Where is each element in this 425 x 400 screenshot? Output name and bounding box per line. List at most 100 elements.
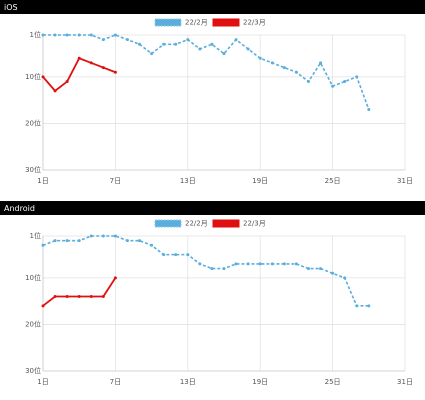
- data-point: [210, 42, 214, 46]
- data-point: [210, 267, 214, 271]
- data-point: [306, 80, 310, 84]
- data-point: [125, 38, 129, 42]
- data-point: [162, 42, 166, 46]
- data-point: [174, 253, 178, 257]
- data-point: [343, 80, 347, 84]
- data-point: [150, 52, 154, 56]
- legend-label: 22/2月: [185, 220, 208, 228]
- data-point: [65, 295, 69, 299]
- data-point: [222, 52, 226, 56]
- data-point: [258, 262, 262, 266]
- y-tick-label: 1位: [30, 231, 41, 240]
- data-point: [270, 262, 274, 266]
- data-point: [355, 75, 359, 79]
- data-point: [101, 38, 105, 42]
- data-point: [41, 304, 45, 308]
- y-tick-label: 30位: [25, 165, 41, 174]
- data-point: [234, 262, 238, 266]
- data-point: [65, 80, 69, 84]
- chart-title: iOS: [4, 3, 18, 12]
- x-tick-label: 13日: [180, 177, 196, 185]
- chart: iOS 1位 10位 20位 30位 1日 7日 13日 19日 25日 31日 22/2月 22/3月: [0, 0, 425, 185]
- data-point: [198, 47, 202, 51]
- x-tick-label: 25日: [325, 177, 341, 185]
- data-point: [89, 295, 93, 299]
- y-tick-label: 10位: [25, 273, 41, 282]
- data-point: [89, 234, 93, 238]
- y-tick-label: 10位: [25, 72, 41, 81]
- legend-label: 22/3月: [243, 19, 266, 27]
- data-point: [53, 295, 57, 299]
- data-point: [77, 295, 81, 299]
- data-point: [367, 107, 371, 111]
- data-point: [186, 38, 190, 42]
- data-point: [89, 61, 93, 65]
- data-point: [355, 304, 359, 308]
- x-tick-label: 19日: [252, 378, 268, 386]
- data-point: [222, 267, 226, 271]
- data-point: [41, 75, 45, 79]
- data-point: [53, 89, 57, 93]
- data-point: [367, 304, 371, 308]
- data-point: [234, 38, 238, 42]
- legend-swatch: [212, 219, 240, 228]
- data-point: [53, 239, 57, 243]
- data-point: [331, 84, 335, 88]
- header-bar: [0, 0, 425, 14]
- data-point: [198, 262, 202, 266]
- data-point: [65, 33, 69, 37]
- data-point: [186, 253, 190, 257]
- series-line: [42, 277, 117, 307]
- data-point: [343, 276, 347, 280]
- x-tick-label: 7日: [110, 177, 121, 185]
- data-point: [282, 262, 286, 266]
- data-point: [41, 33, 45, 37]
- x-tick-label: 13日: [180, 378, 196, 386]
- data-point: [77, 33, 81, 37]
- y-tick-label: 20位: [25, 319, 41, 328]
- data-point: [294, 262, 298, 266]
- series-line: [42, 235, 369, 307]
- data-point: [65, 239, 69, 243]
- data-point: [89, 33, 93, 37]
- y-tick-label: 1位: [30, 30, 41, 39]
- x-tick-label: 25日: [325, 378, 341, 386]
- series-line: [42, 57, 116, 93]
- data-point: [41, 243, 45, 247]
- data-point: [150, 243, 154, 247]
- data-point: [113, 234, 117, 238]
- data-point: [138, 239, 142, 243]
- legend-label: 22/3月: [243, 220, 266, 228]
- x-tick-label: 19日: [252, 177, 268, 185]
- data-point: [138, 42, 142, 46]
- data-point: [113, 33, 117, 37]
- data-point: [113, 70, 117, 74]
- data-point: [319, 267, 323, 271]
- y-tick-label: 30位: [25, 366, 41, 375]
- data-point: [53, 33, 57, 37]
- series-line: [43, 34, 370, 110]
- data-point: [162, 253, 166, 257]
- y-tick-label: 20位: [25, 118, 41, 127]
- legend-swatch: [154, 219, 182, 228]
- chart: Android 1位 10位 20位 30位 1日 7日 13日 19日 25日 31日 22/2月 2…: [0, 201, 425, 386]
- x-tick-label: 7日: [110, 378, 121, 386]
- x-tick-label: 1日: [37, 177, 48, 185]
- data-point: [125, 239, 129, 243]
- data-point: [331, 271, 335, 275]
- data-point: [174, 42, 178, 46]
- data-point: [101, 234, 105, 238]
- legend-label: 22/2月: [185, 19, 208, 27]
- x-tick-label: 31日: [397, 378, 413, 386]
- data-point: [319, 61, 323, 65]
- data-point: [246, 47, 250, 51]
- data-point: [101, 295, 105, 299]
- x-tick-label: 31日: [397, 177, 413, 185]
- data-point: [77, 239, 81, 243]
- data-point: [101, 66, 105, 70]
- data-point: [282, 66, 286, 70]
- chart-title: Android: [4, 204, 35, 213]
- data-point: [113, 276, 117, 280]
- legend-swatch: [212, 18, 240, 27]
